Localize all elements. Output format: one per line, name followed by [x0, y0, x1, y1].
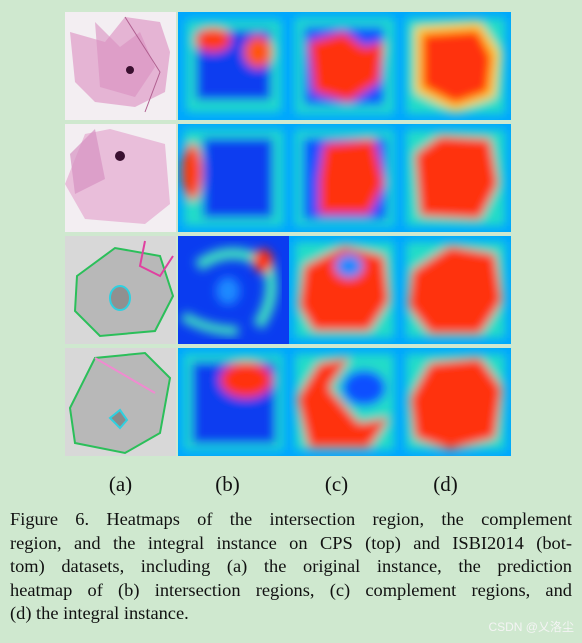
caption-line: tom) datasets, including (a) the origina… — [10, 556, 572, 576]
isbi-intersection-heatmap-2 — [178, 348, 289, 456]
watermark: CSDN @乂洛尘 — [488, 620, 574, 634]
panel-label-c: (c) — [324, 472, 349, 496]
caption-line: heatmap of (b) intersection regions, (c)… — [10, 579, 572, 600]
isbi-original-instance-2 — [65, 348, 176, 456]
cps-integral-heatmap-1 — [400, 12, 511, 120]
cps-integral-heatmap-2 — [400, 124, 511, 232]
isbi-original-instance-1 — [65, 236, 176, 344]
panel-label-b: (b) — [215, 472, 240, 496]
caption-line: Figure 6. Heatmaps of the intersection r… — [10, 509, 572, 529]
isbi-integral-heatmap-2 — [400, 348, 511, 456]
cps-original-instance-1 — [65, 12, 176, 120]
cps-complement-heatmap-1 — [289, 12, 400, 120]
cps-intersection-heatmap-2 — [178, 124, 289, 232]
panel-label-a: (a) — [108, 472, 133, 496]
isbi-complement-heatmap-2 — [289, 348, 400, 456]
figure-caption: Figure 6. Heatmaps of the intersection r… — [10, 508, 572, 626]
cps-complement-heatmap-2 — [289, 124, 400, 232]
panel-label-d: (d) — [433, 472, 458, 496]
isbi-intersection-heatmap-1 — [178, 236, 289, 344]
cps-original-instance-2 — [65, 124, 176, 232]
caption-line: region, and the integral instance on CPS… — [10, 532, 572, 553]
isbi-integral-heatmap-1 — [400, 236, 511, 344]
isbi-complement-heatmap-1 — [289, 236, 400, 344]
caption-line: (d) the integral instance. — [10, 603, 189, 623]
cps-intersection-heatmap-1 — [178, 12, 289, 120]
